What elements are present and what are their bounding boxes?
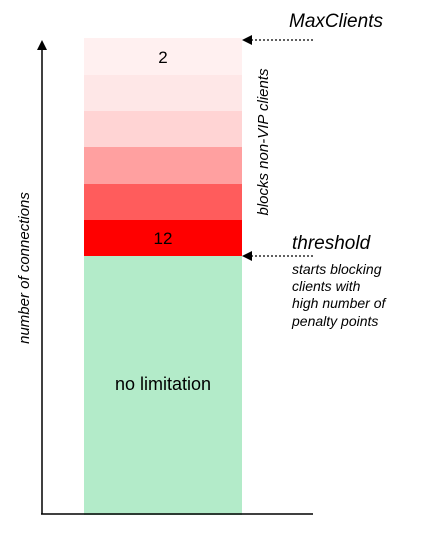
threshold-label: threshold bbox=[292, 233, 372, 254]
max-value-label: 2 bbox=[158, 48, 167, 67]
threshold-note-line-3: high number of bbox=[292, 295, 388, 311]
max-clients-label: MaxClients bbox=[289, 11, 383, 32]
threshold-note-line-2: clients with bbox=[292, 278, 361, 294]
band-2 bbox=[84, 75, 242, 111]
band-6 bbox=[84, 220, 242, 256]
side-label: blocks non-VIP clients bbox=[255, 68, 272, 216]
threshold-note-line-1: starts blocking bbox=[292, 261, 382, 277]
band-1 bbox=[84, 38, 242, 75]
band-4 bbox=[84, 147, 242, 184]
base-region bbox=[84, 256, 242, 515]
threshold-note-line-4: penalty points bbox=[291, 313, 378, 329]
band-3 bbox=[84, 111, 242, 147]
y-axis-label: number of connections bbox=[16, 192, 33, 344]
band-5 bbox=[84, 184, 242, 220]
base-region-label: no limitation bbox=[115, 374, 211, 394]
threshold-value-label: 12 bbox=[154, 229, 173, 248]
